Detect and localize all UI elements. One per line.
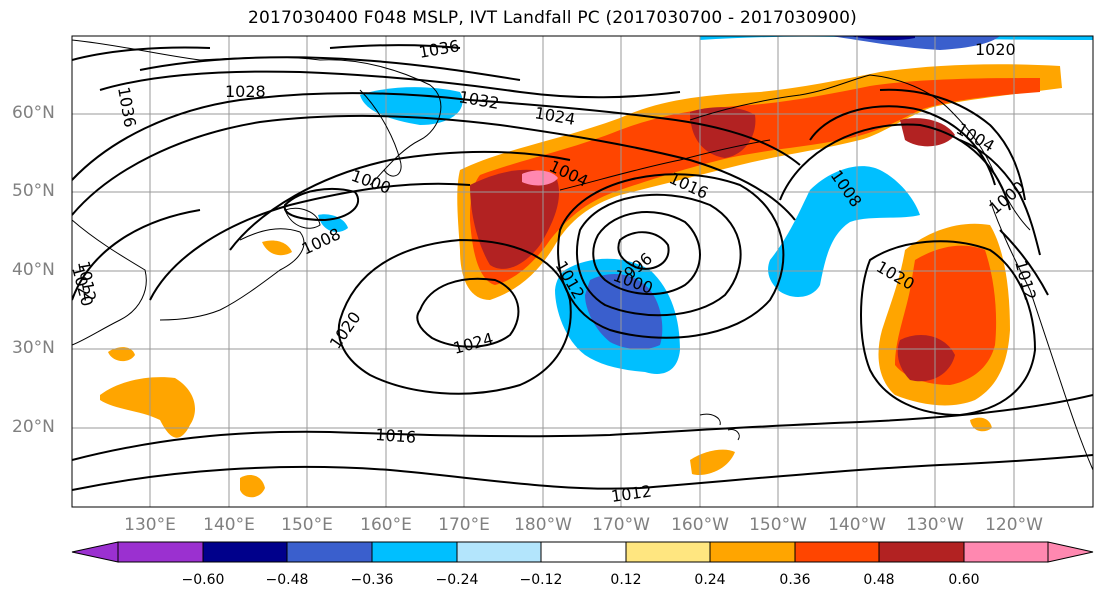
ivt-max-blob-east [897, 335, 955, 382]
colorbar-segment [794, 541, 880, 563]
lon-label: 160°W [671, 515, 729, 535]
isobar-1004 [229, 150, 571, 251]
ivt-negative-north-strong [830, 36, 1000, 50]
colorbar-tick-label: −0.24 [435, 572, 479, 588]
colorbar [71, 541, 1094, 563]
ivt-max-core-pink [522, 170, 558, 186]
colorbar-segment [371, 541, 458, 563]
isobar-1000-west [283, 187, 360, 222]
lon-label: 130°W [906, 515, 964, 535]
isobar-1004-east [879, 88, 1026, 201]
colorbar-segment [963, 541, 1049, 563]
colorbar-tick-label: −0.60 [181, 572, 225, 588]
coast-hawaii [699, 413, 740, 441]
colorbar-segment [540, 541, 627, 563]
contour-label: 1028 [225, 82, 266, 101]
lat-label: 20°N [12, 417, 55, 437]
contour-label: 1020 [975, 40, 1016, 59]
isobar-1020-high [337, 238, 572, 395]
lon-label: 140°E [203, 515, 255, 535]
lon-label: 170°E [438, 515, 490, 535]
isobar-1016 [72, 394, 1093, 461]
lat-label: 60°N [12, 103, 55, 123]
isobar-1028 [99, 70, 681, 99]
isobar-1020-east [860, 240, 1037, 417]
ivt-positive-spot-5 [262, 240, 292, 256]
isobar-1020-north [72, 114, 796, 221]
lon-label: 130°E [124, 515, 176, 535]
ivt-positive-spot-4 [690, 449, 735, 476]
coast-korea-china [72, 219, 147, 346]
colorbar-segment [117, 541, 204, 563]
isobar-1008-west [149, 182, 471, 301]
ivt-positive-spot-2 [108, 347, 135, 362]
ivt-negative-japan [318, 214, 348, 232]
isobar-1036 [72, 44, 461, 61]
coast-kamchatka [359, 89, 402, 177]
colorbar-tick-label: −0.48 [265, 572, 309, 588]
lon-label: 170°W [592, 515, 650, 535]
ivt-negative-east [768, 166, 920, 297]
ivt-positive-spot-1 [100, 377, 195, 438]
lon-label: 140°W [828, 515, 886, 535]
lon-label: 120°W [985, 515, 1043, 535]
isobar-low-2 [592, 211, 701, 296]
colorbar-segment [878, 541, 965, 563]
colorbar-extend-low [71, 541, 119, 563]
map-title: 2017030400 F048 MSLP, IVT Landfall PC (2… [248, 8, 857, 28]
colorbar-tick-label: 0.24 [694, 572, 726, 588]
colorbar-tick-label: 0.12 [610, 572, 642, 588]
colorbar-extend-high [1047, 541, 1094, 563]
colorbar-tick-label: 0.36 [779, 572, 811, 588]
lat-label: 50°N [12, 181, 55, 201]
colorbar-segment [709, 541, 796, 563]
ivt-max-core-dark [470, 169, 560, 269]
coast-japan [159, 228, 305, 321]
coast-aleutians [559, 139, 771, 191]
isobar-low-3 [576, 193, 742, 317]
isobar-low-inner [617, 231, 670, 270]
ivt-positive-band-north [457, 64, 1062, 300]
lon-label: 160°E [360, 515, 412, 535]
lon-label: 150°W [749, 515, 807, 535]
colorbar-segment [625, 541, 711, 563]
coast-asia-north [72, 39, 442, 186]
ivt-negative-north-core [850, 36, 915, 41]
colorbar-segment [202, 541, 288, 563]
isobar-low-4 [557, 173, 785, 339]
lat-label: 40°N [12, 260, 55, 280]
colorbar-tick-label: −0.12 [519, 572, 563, 588]
contour-label: 1016 [375, 425, 417, 447]
colorbar-segment [286, 541, 373, 563]
isobar-1000-east [959, 139, 1041, 256]
isobar-1016-east [779, 123, 1011, 211]
colorbar-tick-label: −0.36 [350, 572, 394, 588]
coast-north-america [989, 199, 1093, 471]
isobar-1012 [72, 454, 1093, 491]
coast-hokkaido [284, 207, 321, 229]
lat-label: 30°N [12, 338, 55, 358]
isobars [72, 44, 1093, 491]
colorbar-tick-label: 0.48 [863, 572, 895, 588]
colorbar-segment [456, 541, 542, 563]
map-frame [71, 35, 1094, 508]
isobar-1024-high [416, 277, 520, 348]
isobar-1012-west [72, 209, 201, 301]
lon-label: 180°W [514, 515, 572, 535]
isobar-1008-east [809, 105, 996, 186]
colorbar-tick-label: 0.60 [948, 572, 980, 588]
ivt-positive-spot-3 [240, 475, 265, 498]
isobar-1012-east [999, 229, 1049, 296]
isobar-1024-north [72, 92, 801, 181]
graticule [72, 36, 1093, 507]
isobar-1032 [139, 56, 521, 81]
ivt-max-core-dark-2 [690, 107, 756, 158]
lon-label: 150°E [281, 515, 333, 535]
